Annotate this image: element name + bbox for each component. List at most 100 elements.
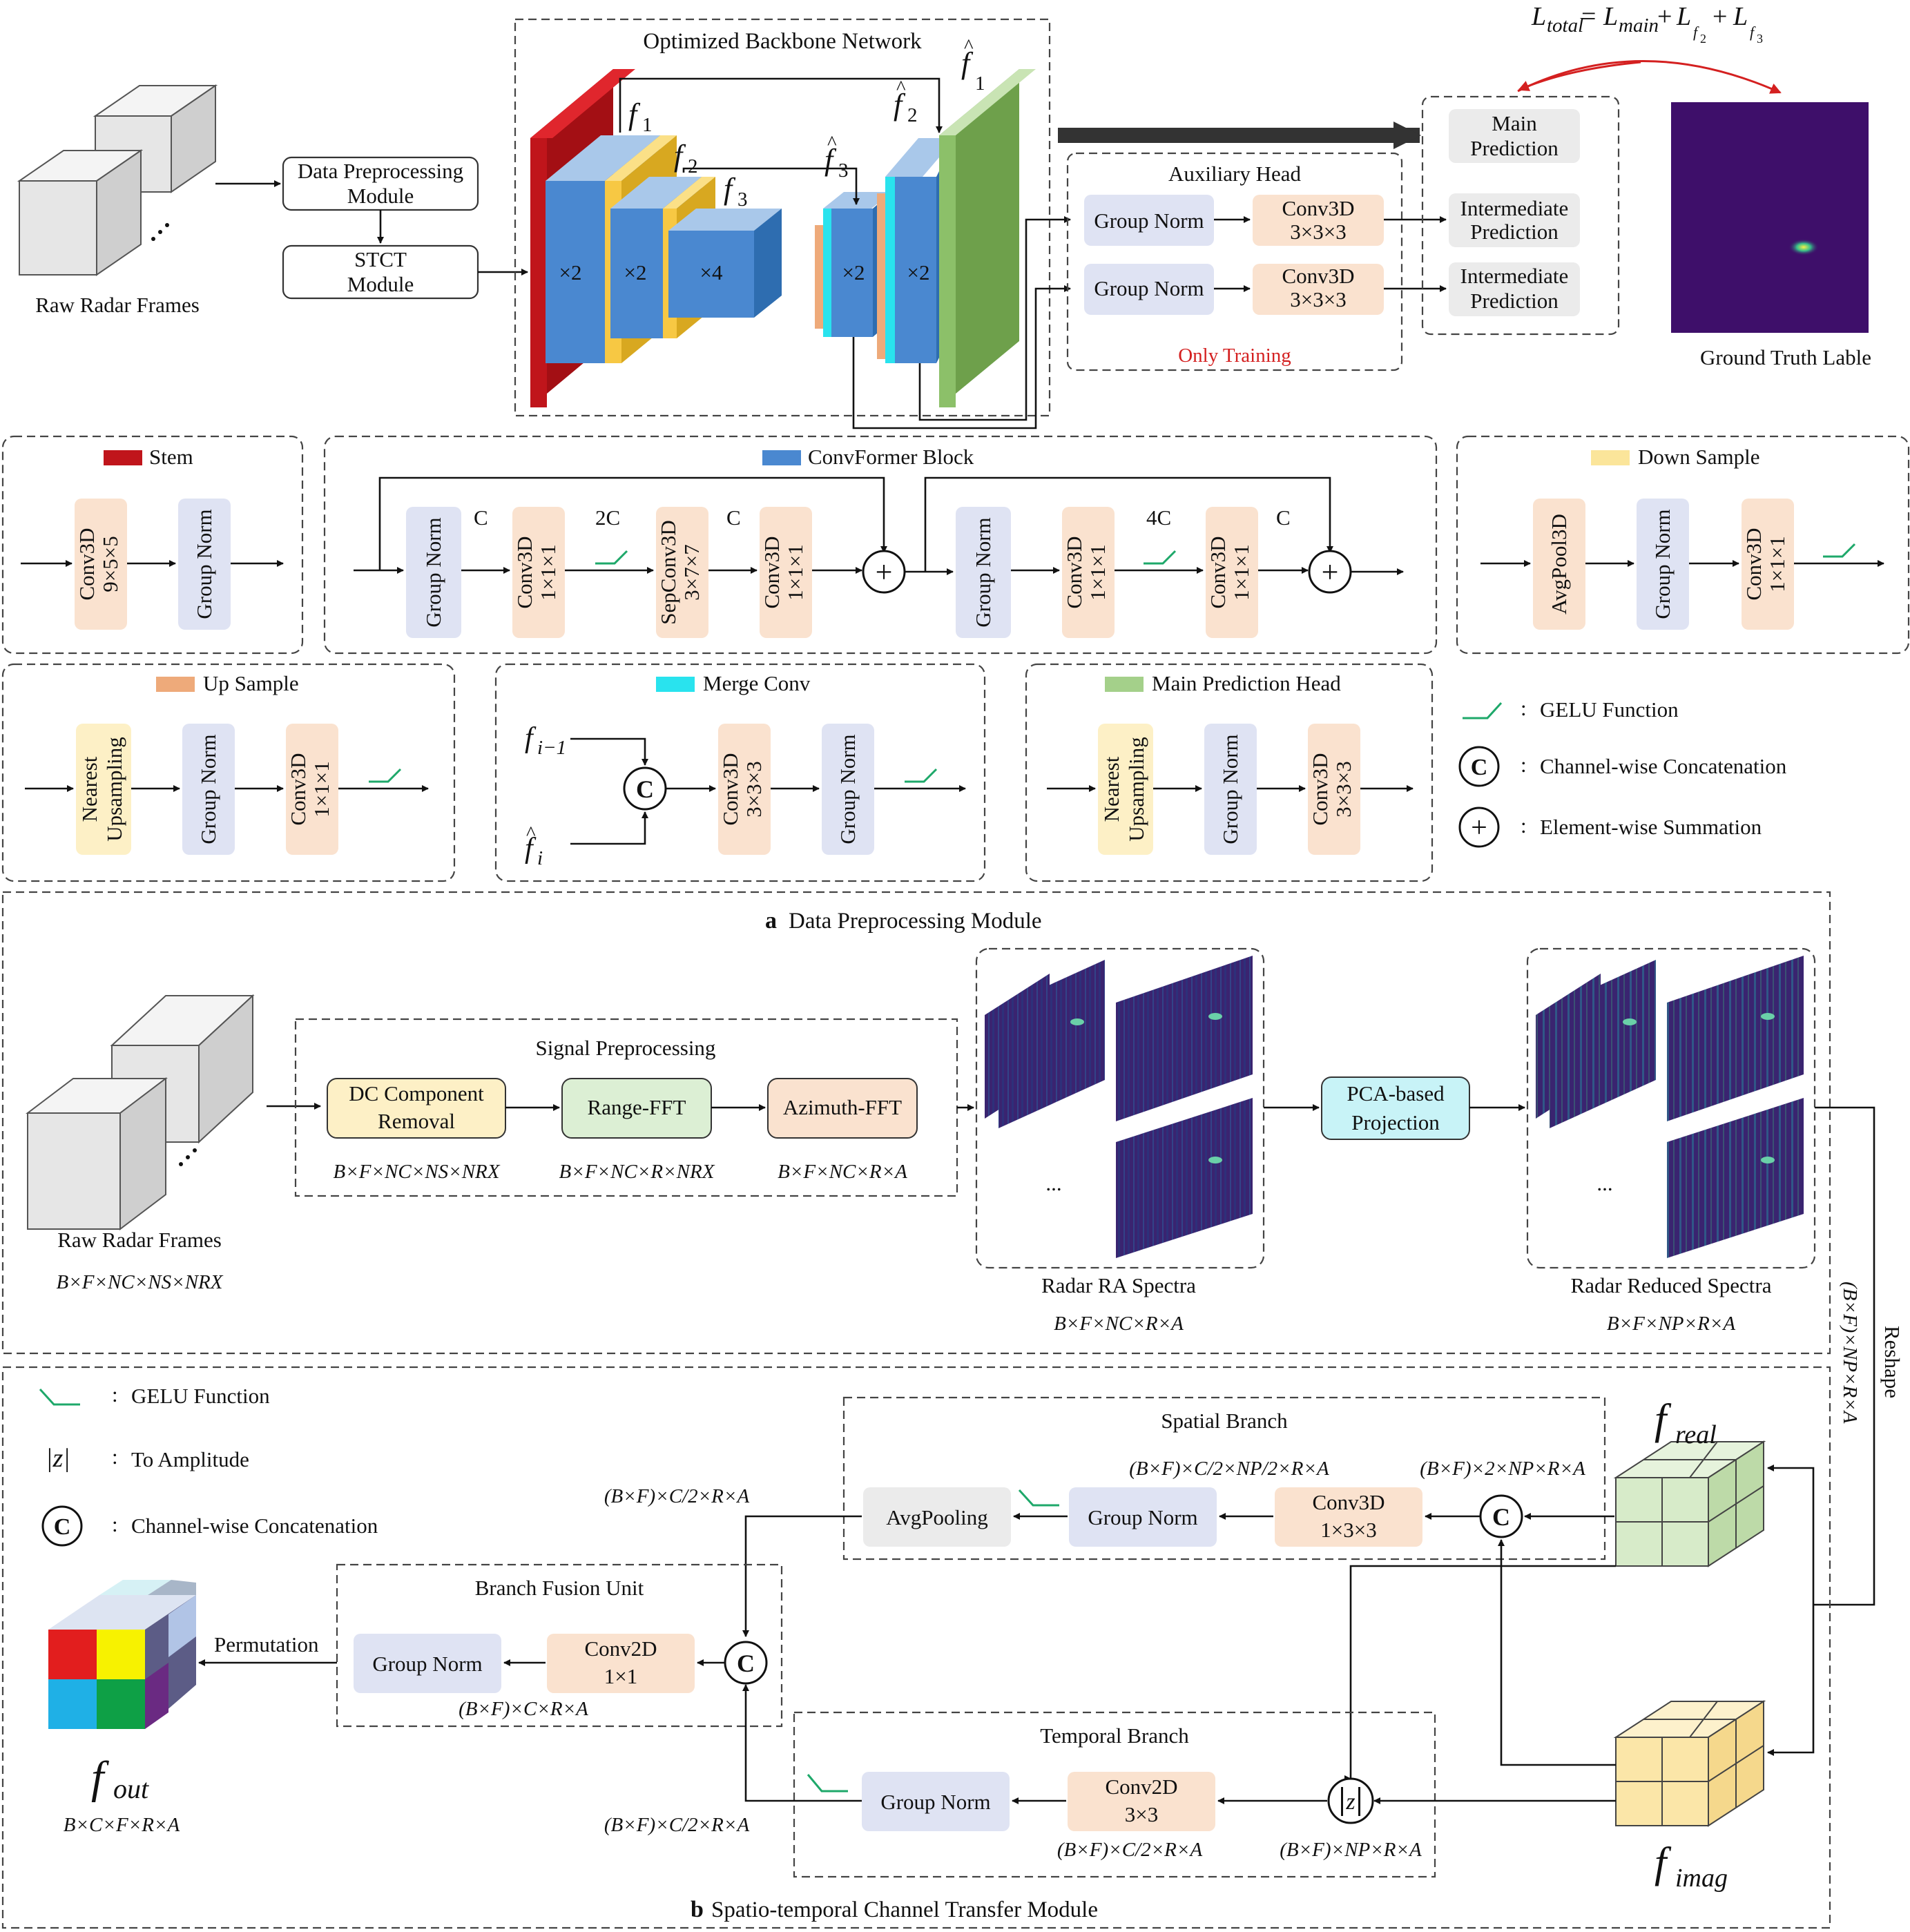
legend-concat-text: Channel-wise Concatenation [1540, 754, 1787, 778]
legend-gelu-mark [1463, 702, 1503, 719]
avgpooling-box [863, 1487, 1011, 1547]
fh2-hat: ^ [896, 77, 906, 99]
dim-amp: (B×F)×NP×R×A [1280, 1839, 1422, 1861]
main-prediction-box [1449, 109, 1580, 163]
down-norm-box [1637, 499, 1689, 630]
svg-text:+: + [1471, 812, 1487, 844]
ground-truth-heatmap [1671, 102, 1869, 333]
inter1-line2: Prediction [1470, 220, 1559, 244]
svg-text:Group Norm: Group Norm [421, 517, 445, 627]
aux-conv1-k: 3×3×3 [1290, 220, 1346, 244]
aux-conv-1 [1253, 195, 1384, 246]
stem-norm-box [178, 499, 231, 630]
svg-text:C: C [636, 775, 654, 803]
svg-text:main: main [1619, 15, 1659, 37]
fh1-sub: 1 [975, 73, 985, 95]
temporal-gelu-mark [807, 1774, 848, 1793]
permutation-label: Permutation [214, 1632, 319, 1656]
f-imag-cube [1613, 1700, 1766, 1827]
intermediate-prediction-1 [1449, 193, 1580, 247]
temporal-norm-box [862, 1772, 1010, 1831]
svg-text:+: + [876, 555, 893, 589]
aux-gn1-label: Group Norm [1094, 209, 1204, 233]
main-head-legend-panel [1025, 663, 1434, 882]
legend-concat-symbol [1458, 746, 1500, 787]
svg-text::: : [1521, 813, 1527, 838]
merge-fi-hat: ^ [526, 822, 536, 844]
f-out-sub: out [113, 1773, 149, 1804]
up-legend-title: Up Sample [203, 671, 299, 695]
svg-text:3×3×3: 3×3×3 [1331, 761, 1356, 817]
f-imag-sub: imag [1675, 1864, 1728, 1893]
main-head-slab [939, 69, 1036, 407]
raw-radar-cubes-top [17, 84, 218, 276]
panel-b-tag: b [691, 1897, 704, 1922]
merge-norm-box [822, 724, 874, 855]
svg-text:Conv3D: Conv3D [1308, 753, 1332, 825]
svg-text:Conv2D: Conv2D [584, 1636, 657, 1661]
f3-sub: 3 [737, 189, 748, 211]
svg-text:1×3×3: 1×3×3 [1320, 1518, 1376, 1542]
predictions-frame [1421, 95, 1620, 336]
dim-temporal-out: (B×F)×C/2×R×A [604, 1814, 750, 1836]
svg-text:Conv3D: Conv3D [1742, 528, 1766, 600]
f3-label: f [724, 172, 736, 206]
merge-swatch [656, 677, 695, 692]
b-legend-gelu-mark [39, 1388, 80, 1406]
aux-groupnorm-2 [1084, 264, 1214, 315]
dim-range: B×F×NC×R×NRX [559, 1161, 715, 1183]
svg-text:Conv2D: Conv2D [1105, 1775, 1177, 1799]
merge-legend-title: Merge Conv [703, 671, 811, 695]
merge-conv-box [718, 724, 771, 855]
stem-swatch [104, 450, 142, 465]
decoder1-repeat: ×2 [842, 260, 865, 284]
block3-repeat: ×4 [700, 260, 723, 284]
convformer-legend-title: ConvFormer Block [808, 445, 974, 469]
signal-preprocessing-title: Signal Preprocessing [536, 1036, 716, 1060]
convformer-legend-panel [323, 435, 1438, 655]
b-legend-amp-text: To Amplitude [131, 1447, 249, 1471]
f2-sub: 2 [688, 155, 698, 177]
svg-text:1×1×1: 1×1×1 [1229, 544, 1253, 600]
merge-fi1-sub: i−1 [537, 737, 566, 759]
panel-a-frame [1, 891, 1831, 1355]
up-nearest-box [76, 724, 131, 855]
aux-conv2-name: Conv3D [1282, 264, 1354, 288]
temporal-title: Temporal Branch [1040, 1723, 1189, 1748]
ra-spectra-dim: B×F×NC×R×A [1054, 1313, 1184, 1335]
svg-text:Group Norm: Group Norm [1218, 734, 1242, 844]
gelu-mark-3 [1823, 543, 1856, 558]
data-prep-line2: Module [347, 184, 414, 208]
raw-frames-a-label: Raw Radar Frames [57, 1228, 222, 1252]
cf-ch-3: C [726, 505, 741, 530]
spatial-gelu-mark [1018, 1489, 1059, 1507]
dim-out: B×C×F×R×A [64, 1814, 180, 1836]
svg-text:Conv3D: Conv3D [1206, 536, 1230, 608]
svg-text:Upsampling: Upsampling [102, 737, 126, 842]
svg-text:L: L [1676, 2, 1691, 31]
cf-norm-1 [406, 507, 461, 638]
svg-text:Conv3D: Conv3D [512, 536, 537, 608]
inter1-line1: Intermediate [1460, 196, 1569, 220]
svg-text:9×5×5: 9×5×5 [98, 536, 122, 592]
svg-text:Group Norm: Group Norm [196, 734, 220, 844]
svg-text:3: 3 [1757, 32, 1763, 46]
svg-text:L: L [1733, 2, 1748, 31]
aux-conv-2 [1253, 264, 1384, 315]
to-amplitude-op [1327, 1777, 1374, 1824]
ra-spectra-frame [975, 947, 1265, 1269]
svg-text:Range-FFT: Range-FFT [588, 1095, 686, 1119]
legend-gelu-text: GELU Function [1540, 697, 1679, 722]
backbone-title: Optimized Backbone Network [643, 29, 922, 54]
auxiliary-head-frame [1066, 152, 1403, 371]
mh-nearest-box [1098, 724, 1153, 855]
reshape-label: Reshape [1880, 1326, 1904, 1398]
fh1-hat: ^ [964, 35, 974, 57]
svg-text:Group Norm: Group Norm [880, 1790, 990, 1814]
dim-fusion: (B×F)×C×R×A [459, 1698, 588, 1720]
aux-title: Auxiliary Head [1168, 162, 1301, 186]
b-legend-concat-symbol [41, 1505, 83, 1547]
svg-text::: : [112, 1382, 118, 1407]
up-swatch [156, 677, 195, 692]
